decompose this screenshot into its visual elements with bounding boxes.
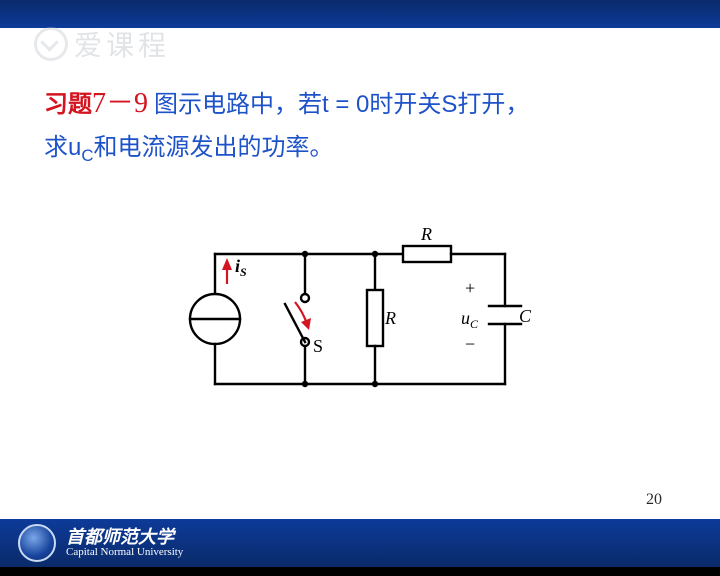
black-strip	[0, 567, 720, 576]
label-switch-S: S	[313, 336, 323, 356]
uc-c: C	[81, 145, 93, 164]
text-b: 时开关	[369, 92, 441, 118]
university-name: 首都师范大学 Capital Normal University	[66, 528, 183, 558]
exercise-number: 7－9	[92, 88, 148, 119]
label-uc: uC	[461, 308, 479, 331]
var-t: t	[322, 91, 329, 118]
switch-S: S	[441, 91, 457, 118]
slide: 爱课程 习题7－9 图示电路中，若t = 0时开关S打开， 求uC和电流源发出的…	[0, 0, 720, 567]
label-C: C	[519, 306, 532, 326]
label-R1: R	[420, 224, 432, 244]
circuit-diagram: iS S R R + uC − C	[185, 224, 535, 414]
watermark: 爱课程	[34, 24, 170, 64]
watermark-text: 爱课程	[74, 24, 170, 64]
page-number: 20	[646, 491, 662, 509]
watermark-icon	[34, 27, 68, 61]
university-en: Capital Normal University	[66, 546, 183, 558]
university-cn: 首都师范大学	[66, 528, 183, 546]
eq: =	[329, 91, 356, 118]
text-c: 打开，	[457, 92, 529, 118]
label-minus: −	[465, 334, 475, 354]
text-d: 求	[44, 135, 68, 161]
uc-u: u	[68, 134, 81, 161]
label-is-i: iS	[235, 256, 247, 279]
zero: 0	[356, 91, 369, 118]
text-a: 图示电路中，若	[148, 92, 322, 118]
problem-text: 习题7－9 图示电路中，若t = 0时开关S打开， 求uC和电流源发出的功率。	[44, 80, 676, 170]
text-e: 和电流源发出的功率。	[93, 135, 333, 161]
label-R2: R	[384, 308, 396, 328]
university-logo-icon	[18, 524, 56, 562]
footer-bar: 首都师范大学 Capital Normal University	[0, 519, 720, 567]
exercise-label: 习题	[44, 92, 92, 118]
label-plus: +	[465, 278, 475, 298]
